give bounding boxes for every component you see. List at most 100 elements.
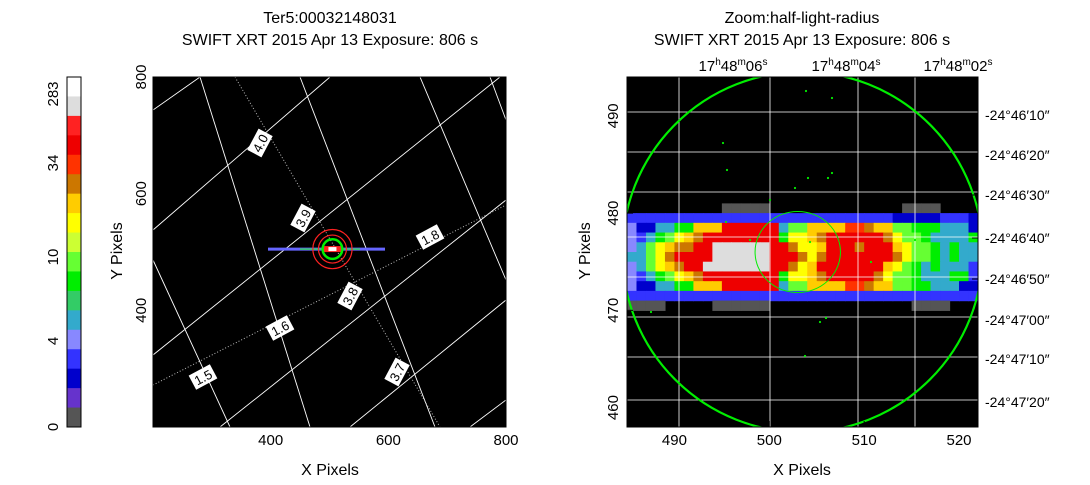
heatmap-cell [883,281,894,292]
heatmap-cell [854,261,865,273]
heatmap-cell [930,232,941,243]
heatmap-cell [683,242,695,253]
heatmap-cell [930,252,941,263]
heatmap-cell [759,252,770,263]
heatmap-cell [883,261,894,273]
colorbar-swatch [67,154,81,175]
heatmap-cell [921,261,932,273]
heatmap-cell [797,213,808,224]
heatmap-cell [930,261,941,273]
colorbar-swatch [67,115,81,136]
heatmap-cell [902,213,913,224]
event-dot [818,320,822,324]
heatmap-cell [627,252,638,263]
heatmap-cell [911,242,922,253]
heatmap-cell [892,261,903,273]
heatmap-cell [627,242,638,253]
heatmap-cell [911,281,922,292]
dec-tick-label: -24°46′20″ [985,147,1050,163]
heatmap-cell [854,213,865,224]
heatmap-cell [664,281,676,292]
heatmap-cell [921,213,932,224]
heatmap-cell [674,242,685,253]
heatmap-cell [693,281,704,292]
heatmap-cell [664,261,676,273]
right-wcs-grid [627,77,978,427]
heatmap-cell [930,281,941,292]
heatmap-cell [645,232,657,243]
heatmap-cell [845,290,856,302]
heatmap-cell [740,300,751,311]
heatmap-cell [740,281,751,292]
heatmap-cell [702,281,713,292]
heatmap-cell [873,222,884,234]
heatmap-cell [921,281,932,292]
heatmap-cell [788,242,799,253]
heatmap-cell [949,261,960,273]
heatmap-cell [864,213,875,224]
heatmap-cell [702,261,713,273]
contour-label: 3.7 [384,357,410,387]
heatmap-cell [683,213,695,224]
heatmap-cell [854,290,865,302]
heatmap-cell [873,261,884,273]
heatmap-cell [750,213,761,224]
heatmap-cell [769,242,780,253]
heatmap-cell [712,232,723,243]
heatmap-cell [664,213,676,224]
heatmap-cell [873,242,884,253]
heatmap-cell [835,281,846,292]
heatmap-cell [902,281,913,292]
colorbar-swatch [67,232,81,253]
x-tick-label: 510 [852,432,877,449]
ra-tick-label: 17h48m06s [699,57,768,75]
heatmap-cell [883,252,894,263]
heatmap-cell [968,213,978,224]
heatmap-cell [845,281,856,292]
heatmap-cell [911,203,922,214]
heatmap-cell [959,290,970,302]
green-circle [321,238,344,261]
y-tick-label: 800 [133,64,150,89]
heatmap-cell [778,222,789,234]
heatmap-cell [873,281,884,292]
heatmap-cell [759,281,770,292]
heatmap-cell [911,290,922,302]
heatmap-cell [949,232,960,243]
heatmap-cell [655,232,666,243]
heatmap-cell [712,242,723,253]
dec-tick-label: -24°46′10″ [985,107,1050,123]
heatmap-cell [826,222,837,234]
heatmap-cell [940,242,951,253]
heatmap-cell [664,242,676,253]
heatmap-cell [655,222,666,234]
heatmap-cell [627,300,638,311]
heatmap-cell [731,300,742,311]
heatmap-cell [959,222,970,234]
heatmap-cell [645,281,657,292]
dec-tick-label: -24°47′10″ [985,351,1050,367]
heatmap-cell [911,232,922,243]
event-dot [806,176,810,180]
heatmap-cell [769,222,780,234]
heatmap-cell [778,281,789,292]
heatmap-cell [892,213,903,224]
heatmap-cell [921,232,932,243]
heatmap-cell [702,242,713,253]
contour-label-box [384,357,410,387]
event-dot [830,96,834,100]
heatmap-cell [721,222,732,234]
contour-label: 3.9 [290,203,316,233]
heatmap-cell [911,261,922,273]
heatmap-cell [702,290,713,302]
heatmap-cell [693,290,704,302]
heatmap-cell [854,281,865,292]
heatmap-cell [731,252,742,263]
heatmap-cell [921,300,932,311]
right-plot: 490 500 510 520 460 470 480 490 17h48m06s 17h48m0… [605,57,1050,449]
colorbar-frame [66,76,82,428]
heatmap-cell [759,290,770,302]
heatmap-cell [645,213,657,224]
contour-label-box [290,203,316,233]
